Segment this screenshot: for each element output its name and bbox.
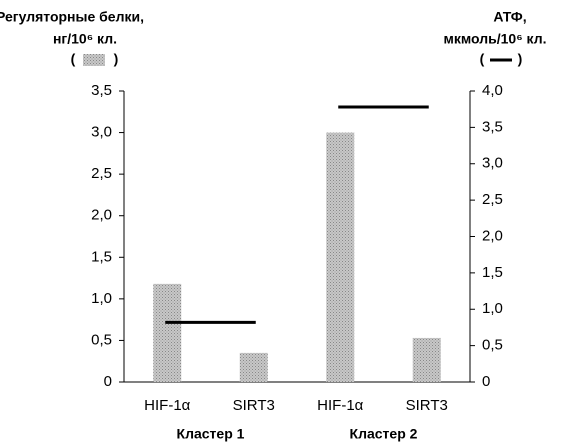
legend-bracket: (	[71, 51, 76, 67]
legend-bracket: )	[518, 51, 523, 67]
y-tick-label: 0	[104, 373, 112, 390]
group-label: Кластер 1	[177, 426, 245, 442]
y-tick-label: 1,0	[91, 290, 112, 307]
y2-tick-label: 2,0	[482, 227, 503, 244]
bar	[239, 352, 268, 382]
y-axis-title: Регуляторные белки,	[0, 9, 144, 25]
x-tick-label: HIF-1α	[144, 397, 191, 414]
bar	[412, 337, 441, 382]
bar	[153, 283, 182, 382]
x-tick-label: SIRT3	[406, 397, 448, 414]
y-axis-title: нг/10⁶ кл.	[53, 31, 117, 47]
legend-swatch	[83, 54, 105, 66]
y-tick-label: 3,0	[91, 124, 112, 141]
y-tick-label: 2,0	[91, 207, 112, 224]
x-tick-label: HIF-1α	[317, 397, 364, 414]
y-tick-label: 0,5	[91, 331, 112, 348]
y2-tick-label: 1,0	[482, 300, 503, 317]
y-tick-label: 2,5	[91, 165, 112, 182]
y-tick-label: 3,5	[91, 82, 112, 99]
y2-tick-label: 2,5	[482, 191, 503, 208]
y2-tick-label: 3,5	[482, 118, 503, 135]
y2-tick-label: 4,0	[482, 82, 503, 99]
bar	[326, 132, 355, 382]
y2-tick-label: 3,0	[482, 155, 503, 172]
group-label: Кластер 2	[350, 426, 418, 442]
y2-tick-label: 0,5	[482, 337, 503, 354]
legend-bracket: )	[114, 51, 119, 67]
y-tick-label: 1,5	[91, 248, 112, 265]
x-tick-label: SIRT3	[233, 397, 275, 414]
y2-axis-title: мкмоль/10⁶ кл.	[444, 31, 547, 47]
y2-tick-label: 1,5	[482, 264, 503, 281]
y2-tick-label: 0	[482, 373, 490, 390]
legend-bracket: (	[480, 51, 485, 67]
y2-axis-title: АТФ,	[493, 9, 526, 25]
